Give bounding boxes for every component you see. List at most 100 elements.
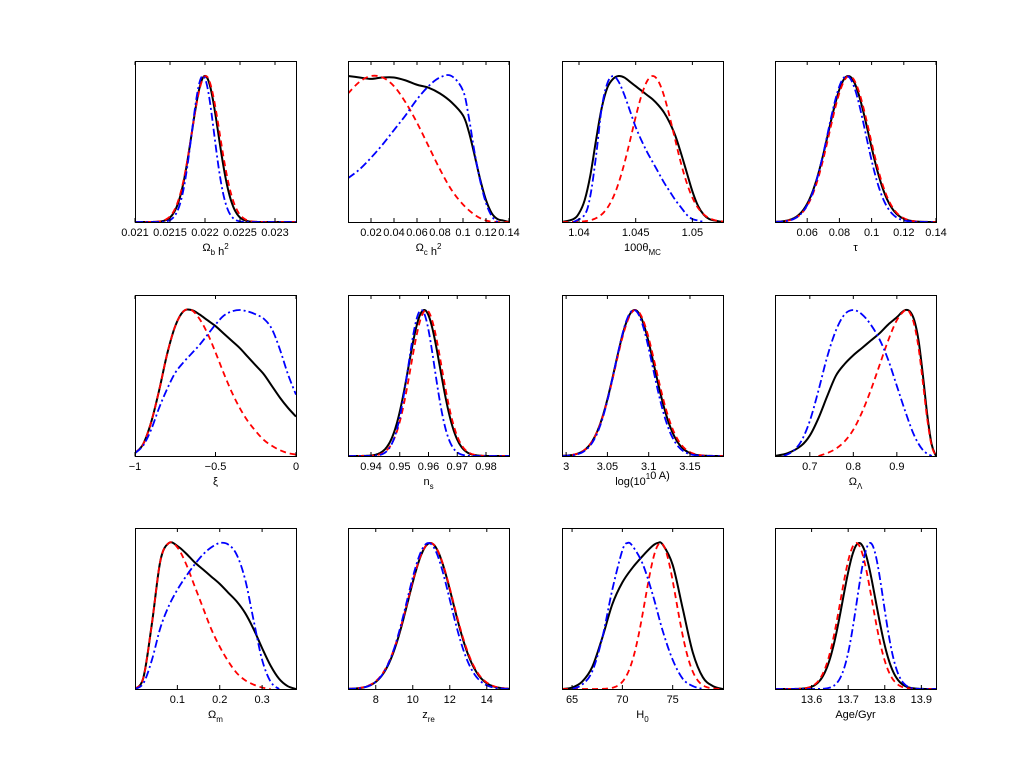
series-blue-curve <box>135 541 280 689</box>
x-tick-label: 0.12 <box>475 227 496 239</box>
curves <box>775 74 936 222</box>
x-tick-label: 0 <box>293 461 299 473</box>
axes-frame <box>348 528 510 690</box>
x-axis-label: Age/Gyr <box>835 709 876 721</box>
axes-frame <box>562 61 724 223</box>
series-black-curve <box>775 541 936 689</box>
x-tick-label: 0.08 <box>429 227 450 239</box>
axes-frame <box>348 61 510 223</box>
series-blue-curve <box>562 309 723 456</box>
x-tick-label: 13.6 <box>801 694 822 706</box>
x-axis-label: Ωc h2 <box>416 242 442 258</box>
x-tick-label: 0.12 <box>893 227 914 239</box>
series-blue-curve <box>348 542 509 689</box>
series-red-curve <box>348 74 509 222</box>
series-red-curve <box>818 308 936 456</box>
x-tick-label: 0.7 <box>802 461 817 473</box>
x-axis-label: H0 <box>636 709 649 724</box>
series-red-curve <box>562 75 723 222</box>
subplot-2: 0.02 0.04 0.06 0.08 0.1 0.12 0.14 Ωc h2 <box>348 61 520 258</box>
subplot-5: −1 −0.5 0 ξ <box>129 295 299 488</box>
x-tick-label: 3.1 <box>641 461 656 473</box>
series-black-curve <box>135 541 296 689</box>
curves <box>135 308 296 456</box>
x-tick-label: −0.5 <box>205 461 227 473</box>
series-blue-curve <box>348 309 509 456</box>
x-tick-label: 70 <box>616 694 628 706</box>
subplot-7: 3 3.05 3.1 3.15 log(1010 A) <box>562 295 724 488</box>
series-blue-curve <box>135 74 296 222</box>
x-tick-label: 12 <box>444 694 456 706</box>
curves <box>562 74 723 222</box>
series-red-curve <box>348 542 509 689</box>
x-axis-label: Ωm <box>208 709 223 724</box>
x-tick-label: 0.3 <box>254 694 269 706</box>
x-tick-label: 14 <box>481 694 493 706</box>
subplot-8: 0.7 0.8 0.9 ΩΛ <box>775 295 937 491</box>
subplot-9: 0.1 0.2 0.3 Ωm <box>135 528 297 724</box>
subplot-6: 0.94 0.95 0.96 0.97 0.98 ns <box>348 295 510 491</box>
x-tick-label: 0.98 <box>475 461 496 473</box>
series-black-curve <box>775 308 936 456</box>
x-axis-label: ξ <box>213 476 218 488</box>
series-blue-curve <box>571 541 704 689</box>
x-tick-label: 1.05 <box>682 227 703 239</box>
x-tick-label: −1 <box>129 461 142 473</box>
x-tick-label: 3 <box>563 461 569 473</box>
x-tick-label: 0.1 <box>864 227 879 239</box>
axes-frame <box>775 295 937 457</box>
subplot-12: 13.6 13.7 13.8 13.9 Age/Gyr <box>775 528 937 721</box>
x-tick-label: 1.04 <box>568 227 589 239</box>
x-tick-label: 0.96 <box>418 461 439 473</box>
x-tick-label: 0.95 <box>389 461 410 473</box>
curves <box>135 541 296 689</box>
x-tick-label: 0.08 <box>829 227 850 239</box>
curves <box>348 74 509 222</box>
x-tick-label: 0.06 <box>796 227 817 239</box>
x-axis-label: 100θMC <box>624 242 661 257</box>
series-red-curve <box>562 309 723 456</box>
x-tick-label: 0.04 <box>383 227 404 239</box>
axes-frame <box>135 528 297 690</box>
x-axis-label: ns <box>423 476 433 491</box>
series-black-curve <box>135 308 296 454</box>
x-tick-label: 0.9 <box>889 461 904 473</box>
x-tick-label: 13.8 <box>874 694 895 706</box>
x-tick-label: 10 <box>407 694 419 706</box>
series-blue-curve <box>775 542 936 689</box>
x-tick-label: 75 <box>667 694 679 706</box>
series-red-curve <box>775 75 936 222</box>
x-tick-label: 0.0215 <box>153 227 187 239</box>
curves <box>348 308 509 456</box>
series-red-curve <box>562 542 723 689</box>
curves <box>775 308 936 456</box>
axes-frame <box>135 295 297 457</box>
x-axis-label: log(1010 A) <box>615 470 670 488</box>
subplot-11: 65 70 75 H0 <box>562 528 724 724</box>
series-black-curve <box>348 541 509 689</box>
series-red-curve <box>775 542 936 689</box>
curves <box>348 541 509 689</box>
x-tick-label: 0.021 <box>121 227 149 239</box>
curves <box>562 541 723 689</box>
series-red-curve <box>135 541 271 689</box>
series-black-curve <box>562 308 723 456</box>
x-tick-label: 0.022 <box>191 227 219 239</box>
x-tick-label: 0.97 <box>447 461 468 473</box>
x-tick-label: 1.045 <box>622 227 650 239</box>
x-tick-label: 13.9 <box>911 694 932 706</box>
curves <box>775 541 936 689</box>
x-tick-label: 0.1 <box>170 694 185 706</box>
axes-frame <box>562 295 724 457</box>
series-blue-curve <box>572 75 704 222</box>
x-tick-label: 0.023 <box>261 227 289 239</box>
x-tick-label: 0.8 <box>846 461 861 473</box>
subplot-3: 1.04 1.045 1.05 100θMC <box>562 61 724 257</box>
x-tick-label: 0.14 <box>498 227 519 239</box>
axes-frame <box>775 61 937 223</box>
subplot-1: 0.021 0.0215 0.022 0.0225 0.023 Ωb h2 <box>121 61 297 258</box>
series-blue-curve <box>783 309 933 456</box>
series-red-curve <box>348 309 509 456</box>
x-tick-label: 0.14 <box>925 227 946 239</box>
subplot-10: 8 10 12 14 zre <box>348 528 510 724</box>
